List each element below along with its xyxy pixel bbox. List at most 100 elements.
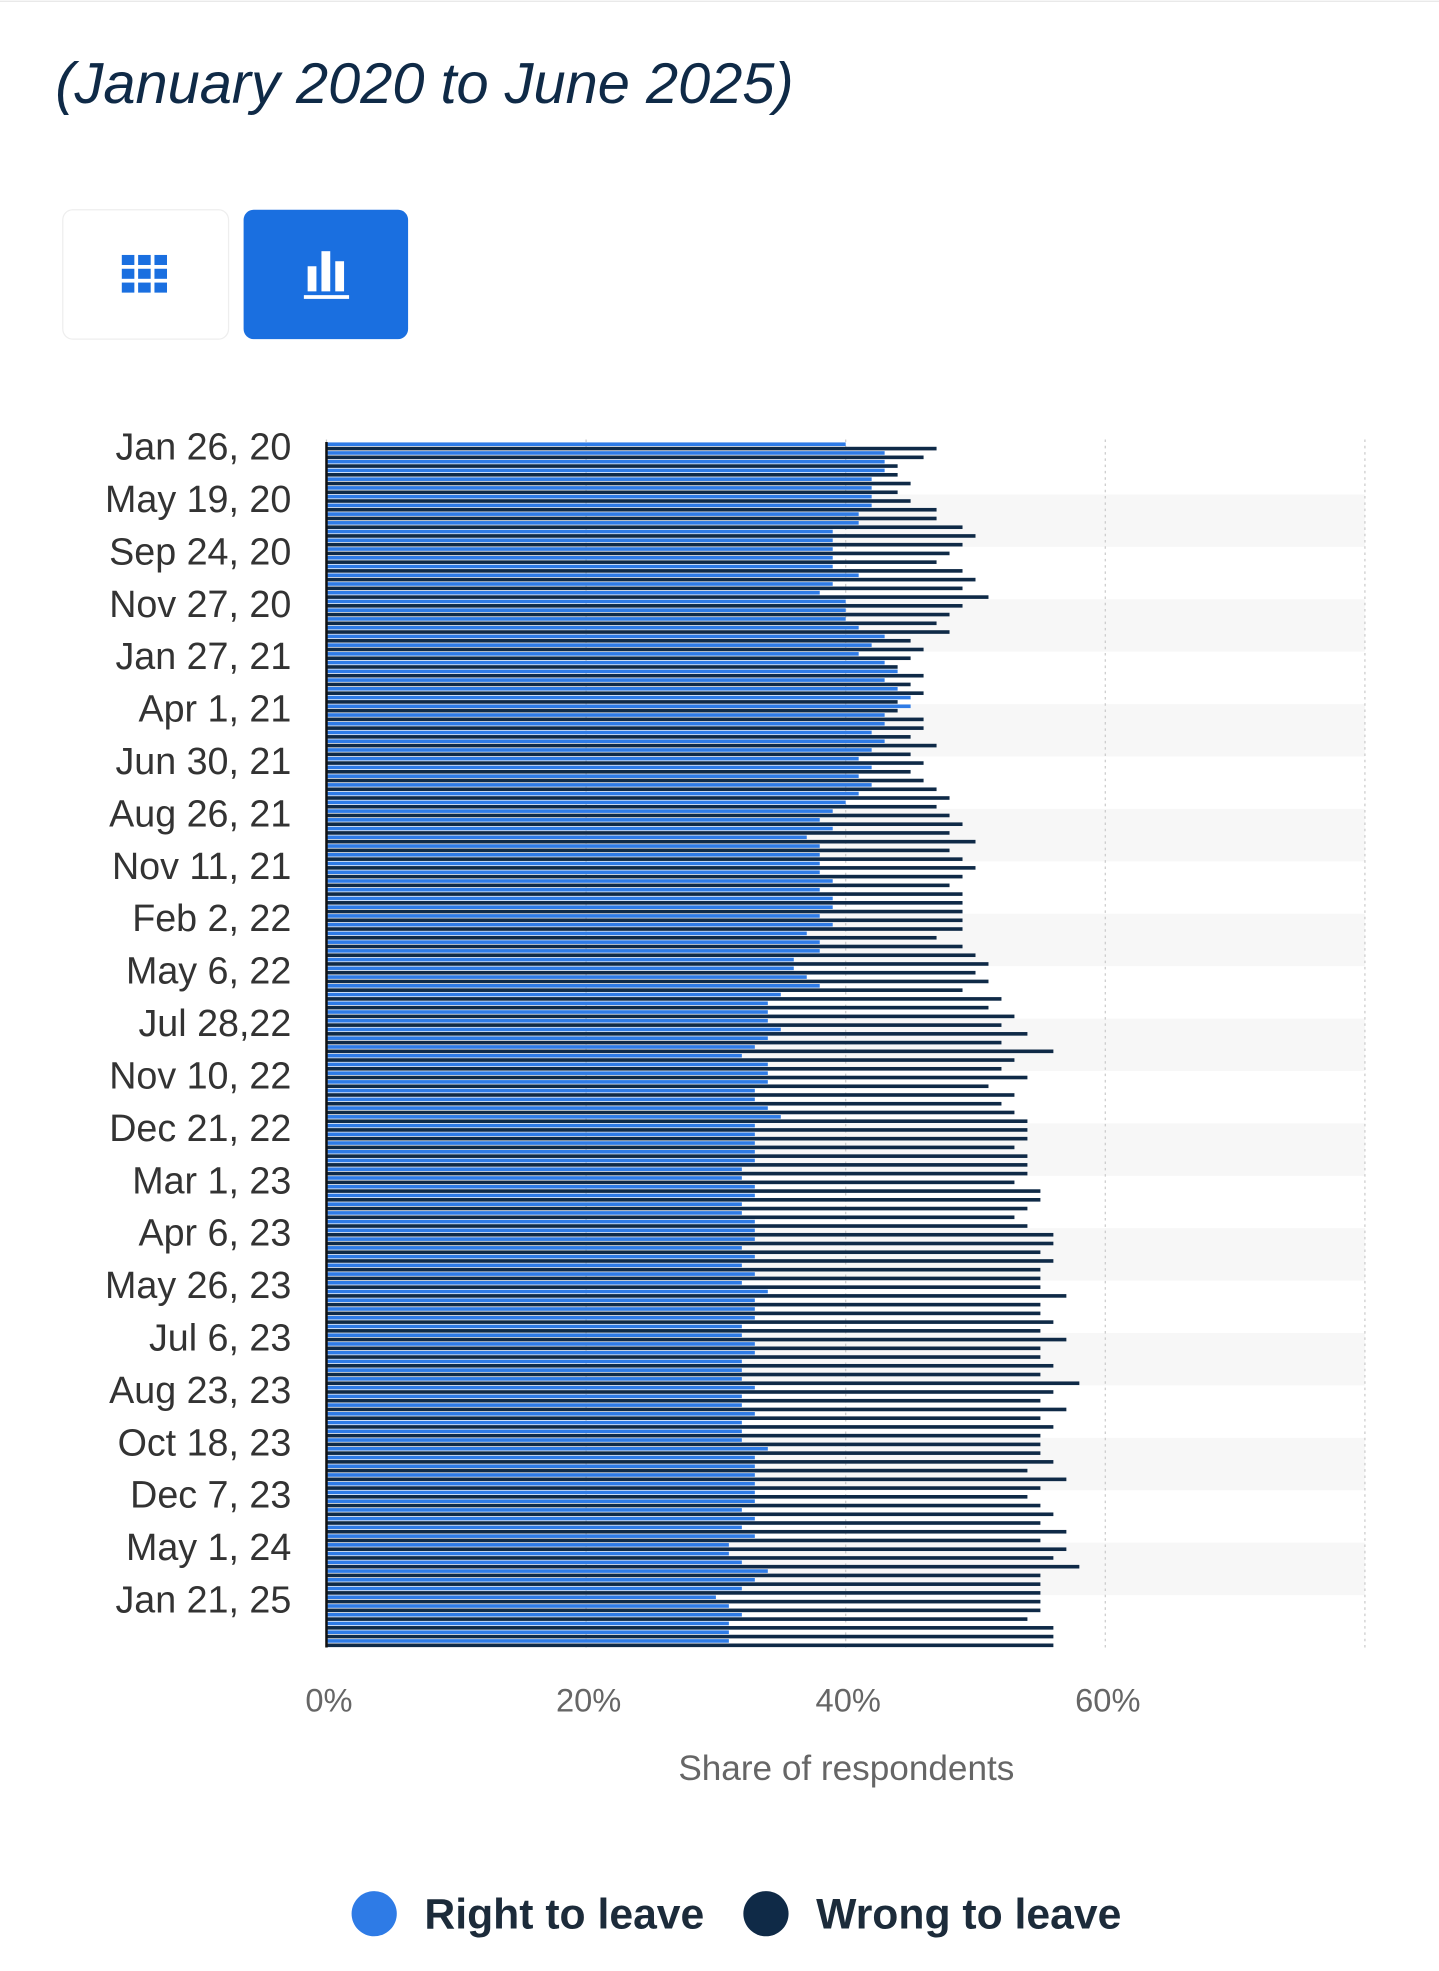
- bar: [326, 704, 911, 709]
- bar: [326, 529, 833, 534]
- y-tick-label: Jul 28,22: [138, 1002, 291, 1044]
- bar: [326, 451, 885, 455]
- bar: [326, 538, 833, 543]
- bar: [326, 595, 989, 599]
- bar: [326, 1481, 755, 1486]
- bar: [326, 826, 833, 831]
- bar: [326, 1412, 755, 1416]
- bar: [326, 992, 781, 997]
- bar: [326, 1521, 1041, 1525]
- y-tick-label: Jul 6, 23: [149, 1317, 291, 1359]
- y-tick-label: Nov 10, 22: [109, 1054, 291, 1096]
- y-tick-label: May 26, 23: [105, 1264, 291, 1306]
- bar: [326, 1040, 1002, 1045]
- legend-label: Wrong to leave: [816, 1891, 1121, 1939]
- bar: [326, 1001, 768, 1006]
- bar: [326, 1363, 1054, 1368]
- bar: [326, 1508, 742, 1512]
- bar: [326, 608, 846, 613]
- bar: [326, 1438, 742, 1442]
- y-tick-label: Nov 11, 21: [112, 845, 291, 887]
- y-tick-label: Dec 21, 22: [109, 1107, 291, 1149]
- bar: [326, 975, 807, 979]
- bar: [326, 1525, 742, 1530]
- bar: [326, 1080, 768, 1084]
- bar: [326, 1014, 1015, 1019]
- bar: [326, 1302, 1041, 1307]
- bar: [326, 1254, 755, 1259]
- bar: [326, 914, 820, 918]
- bar: [326, 1189, 1041, 1193]
- bar: [326, 791, 859, 796]
- y-tick-label: May 1, 24: [126, 1526, 291, 1568]
- y-tick-label: May 19, 20: [105, 478, 291, 520]
- y-tick-label: Sep 24, 20: [109, 530, 291, 572]
- bar: [326, 1429, 742, 1434]
- bar: [326, 542, 963, 547]
- bar: [326, 708, 898, 713]
- bar: [326, 1123, 755, 1128]
- bar: [326, 896, 833, 901]
- bar: [326, 1154, 1028, 1158]
- bar: [326, 1115, 781, 1119]
- bar: [326, 687, 898, 691]
- bar: [326, 617, 846, 621]
- bar: [326, 494, 872, 499]
- bar: [326, 1023, 1002, 1027]
- bar: [326, 555, 833, 560]
- bar: [326, 1088, 755, 1093]
- bar: [326, 1263, 742, 1268]
- y-tick-label: Apr 6, 23: [138, 1212, 291, 1254]
- bar: [326, 787, 937, 792]
- bar: [326, 1425, 1054, 1429]
- bar: [326, 1215, 1015, 1220]
- bar: [326, 717, 924, 722]
- bar: [326, 1329, 1041, 1333]
- bar: [326, 1228, 755, 1233]
- bar: [326, 949, 820, 953]
- bar: [326, 1232, 1054, 1237]
- bar: [326, 844, 820, 848]
- y-tick-label: Apr 1, 21: [138, 688, 291, 730]
- bar: [326, 673, 924, 678]
- row-stripe: [326, 913, 1365, 967]
- bar: [326, 979, 989, 984]
- plot-area: [325, 439, 1365, 1651]
- bar: [326, 800, 846, 805]
- bar: [326, 901, 963, 905]
- y-tick-label: Jan 26, 20: [115, 426, 291, 468]
- bar: [326, 735, 911, 739]
- bar: [326, 1604, 729, 1608]
- bar: [326, 1128, 1028, 1132]
- bar: [326, 547, 833, 551]
- bar: [326, 1285, 1041, 1289]
- bar: [326, 866, 976, 870]
- bar: [326, 1058, 1015, 1062]
- bar: [326, 643, 872, 647]
- bar: [326, 1106, 768, 1110]
- legend-label: Right to leave: [424, 1891, 704, 1939]
- y-tick-label: Dec 7, 23: [130, 1474, 291, 1516]
- chart-subtitle: (January 2020 to June 2025): [55, 52, 793, 116]
- bar: [326, 935, 937, 940]
- bar: [326, 1032, 1028, 1036]
- bar: [326, 804, 937, 809]
- bar: [326, 769, 911, 774]
- bar: [326, 927, 963, 931]
- bar: [326, 1534, 755, 1538]
- bar: [326, 691, 924, 695]
- bar: [326, 1460, 1054, 1464]
- bar: [326, 1211, 742, 1215]
- y-tick-label: Nov 27, 20: [109, 583, 291, 625]
- bar: [326, 564, 833, 569]
- bar: [326, 1267, 1041, 1272]
- bar: [326, 796, 950, 800]
- bar: [326, 1289, 768, 1294]
- bar: [326, 486, 872, 490]
- bar: [326, 743, 937, 748]
- bar: [326, 1018, 768, 1023]
- bar: [326, 1455, 755, 1460]
- y-tick-label: May 6, 22: [126, 950, 291, 992]
- bar: [326, 446, 937, 451]
- bar: [326, 905, 833, 909]
